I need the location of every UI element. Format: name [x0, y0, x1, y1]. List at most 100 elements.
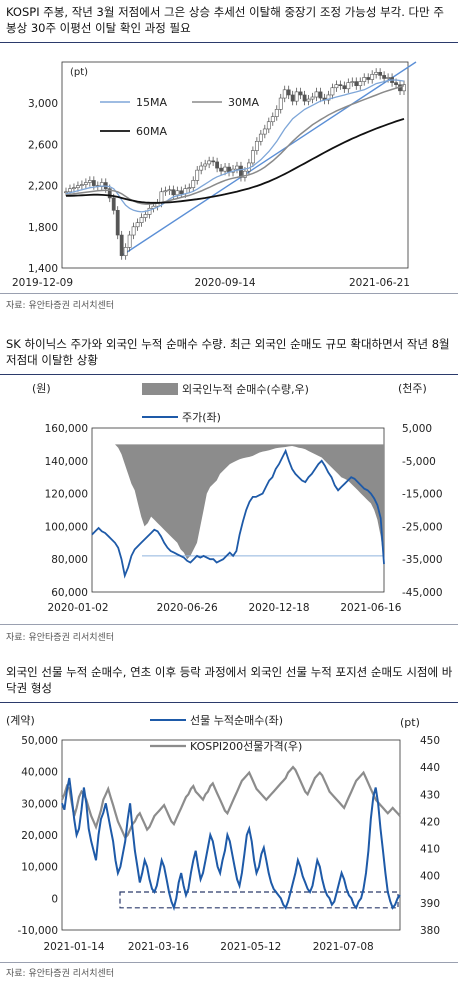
- candle-body: [266, 121, 271, 130]
- series-area-foreign-cumulative: [92, 444, 384, 563]
- candle-body: [131, 226, 136, 236]
- plot-frame: [61, 739, 401, 931]
- y2-tick-label: 410: [420, 844, 440, 856]
- candle-body: [239, 165, 243, 178]
- candle-body: [91, 180, 96, 186]
- series-line-futures-cumulative: [61, 777, 401, 912]
- right-axis-unit-label: (천주): [398, 381, 427, 395]
- panel2-source: 자료: 유안타증권 리서치센터: [6, 633, 115, 643]
- candle-body: [72, 187, 76, 189]
- candle-body: [286, 89, 291, 96]
- panel3-bottom-rule: [0, 962, 458, 963]
- panel1-top-rule: [0, 42, 458, 43]
- x-tick-label: 2021-07-08: [313, 941, 374, 953]
- y-tick-label: 60,000: [51, 587, 88, 599]
- series-line-15ma: [65, 79, 405, 213]
- legend-label: 외국인누적 순매수(수량,우): [182, 383, 309, 396]
- candle-body: [346, 82, 351, 90]
- foreign-futures-chart: (계약) (pt) 50,000 40,000 30,000 20,000 10,000 0 -…: [6, 713, 440, 953]
- candle-body: [326, 94, 331, 101]
- y-tick-label: 80,000: [51, 554, 88, 566]
- candle-body: [167, 189, 172, 192]
- y-tick-label: 140,000: [45, 456, 88, 468]
- candle-body: [87, 180, 92, 183]
- y-tick-label: 30,000: [21, 798, 58, 810]
- x-tick-label: 2019-12-09: [12, 277, 73, 289]
- legend-label: KOSPI200선물가격(우): [190, 740, 302, 753]
- candle-body: [235, 165, 239, 170]
- candle-body: [274, 109, 279, 117]
- candle-body: [159, 191, 164, 204]
- y-tick-label: 3,000: [28, 98, 58, 110]
- candle-body: [76, 185, 80, 188]
- y2-tick-label: -5,000: [402, 456, 436, 468]
- candle-body: [143, 214, 148, 218]
- x-tick-label: 2021-01-14: [43, 941, 104, 953]
- candle-body: [342, 85, 347, 90]
- candle-body: [219, 167, 223, 172]
- left-axis-unit-label: (계약): [6, 713, 35, 727]
- panel3-title: 외국인 선물 누적 순매수, 연초 이후 등락 과정에서 외국인 선물 누적 포…: [6, 665, 453, 695]
- y2-tick-label: 390: [420, 898, 440, 910]
- candle-body: [338, 84, 343, 86]
- candle-body: [302, 94, 307, 102]
- candle-body: [282, 89, 287, 99]
- x-tick-label: 2021-06-16: [340, 602, 401, 614]
- y-tick-label: 50,000: [21, 735, 58, 747]
- candle-body: [350, 81, 355, 83]
- candle-body: [68, 188, 72, 193]
- legend-label: 주가(좌): [182, 411, 221, 424]
- x-tick-label: 2020-09-14: [195, 277, 256, 289]
- trendline: [121, 61, 417, 257]
- candle-body: [298, 91, 303, 96]
- candle-body: [191, 180, 196, 188]
- candle-body: [254, 141, 259, 151]
- candle-body: [258, 133, 263, 142]
- y-axis-unit-label: (pt): [70, 67, 88, 78]
- y2-tick-label: 400: [420, 871, 440, 883]
- x-tick-label: 2021-05-12: [220, 941, 281, 953]
- panel3-source: 자료: 유안타증권 리서치센터: [6, 969, 115, 979]
- candle-body: [378, 72, 383, 76]
- y-tick-label: 10,000: [21, 862, 58, 874]
- y-tick-label: 0: [51, 893, 58, 905]
- candle-body: [223, 166, 227, 172]
- legend-label: 30MA: [228, 96, 259, 109]
- y2-tick-label: -35,000: [402, 554, 443, 566]
- panel3-top-rule: [0, 702, 458, 703]
- candle-body: [270, 116, 275, 123]
- x-tick-label: 2021-03-16: [128, 941, 189, 953]
- right-axis-unit-label: (pt): [400, 716, 420, 729]
- candle-body: [250, 150, 255, 164]
- candle-body: [354, 81, 359, 86]
- panel2-top-rule: [0, 374, 458, 375]
- candle-body: [127, 234, 132, 248]
- x-tick-label: 2020-06-26: [157, 602, 218, 614]
- candle-body: [139, 217, 144, 223]
- kospi-weekly-chart: (pt) 3,000 2,600 2,200 1,800 1,400 2019-12-09 2…: [12, 61, 417, 289]
- candle-body: [290, 94, 295, 102]
- y-tick-label: 1,800: [28, 222, 58, 234]
- candle-body: [199, 165, 204, 171]
- candle-body: [64, 191, 68, 194]
- panel2-bottom-rule: [0, 624, 458, 625]
- candle-body: [374, 72, 379, 75]
- sk-hynix-chart: (원) (천주) 160,000 140,000 120,000 100,000 80,00…: [32, 381, 443, 614]
- candle-body: [207, 160, 212, 165]
- panel1-title: KOSPI 주봉, 작년 3월 저점에서 그은 상승 추세선 이탈해 중장기 조…: [6, 5, 444, 35]
- candle-body: [187, 187, 192, 189]
- candle-body: [179, 190, 184, 195]
- left-axis-unit-label: (원): [32, 382, 51, 395]
- candle-body: [215, 161, 220, 169]
- candle-body: [370, 74, 375, 80]
- candle-body: [278, 97, 283, 110]
- y2-tick-label: -45,000: [402, 587, 443, 599]
- y-tick-label: 100,000: [45, 521, 88, 533]
- series-line-price: [91, 448, 385, 579]
- candle-body: [123, 247, 128, 256]
- candle-body: [211, 160, 216, 163]
- highlight-box: [119, 891, 399, 909]
- candle-body: [294, 91, 299, 102]
- panel1-source: 자료: 유안타증권 리서치센터: [6, 301, 115, 311]
- candle-body: [80, 184, 84, 186]
